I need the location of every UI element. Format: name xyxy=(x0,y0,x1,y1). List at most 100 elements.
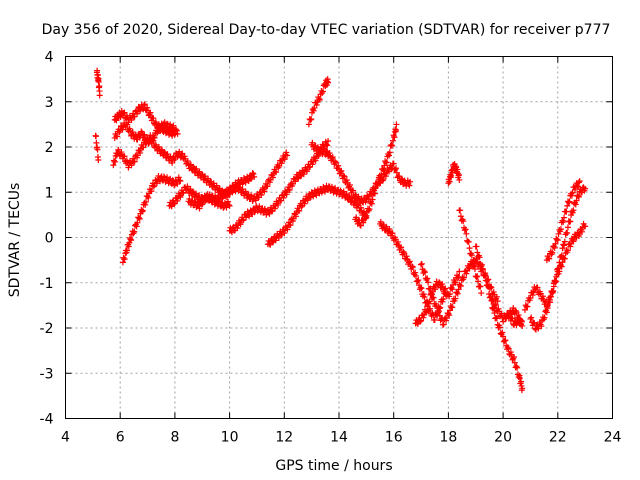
data-point xyxy=(398,175,405,182)
data-point xyxy=(284,226,291,233)
data-point xyxy=(143,136,150,143)
data-point xyxy=(570,238,577,245)
data-point xyxy=(452,295,459,302)
data-point xyxy=(305,121,312,128)
data-point xyxy=(446,178,453,185)
data-point xyxy=(498,310,505,317)
data-point xyxy=(406,182,413,189)
data-point xyxy=(350,187,357,194)
data-point xyxy=(567,218,574,225)
data-point xyxy=(475,278,482,285)
data-point xyxy=(176,192,183,199)
data-point xyxy=(442,285,449,292)
data-point xyxy=(454,275,461,282)
data-point xyxy=(377,218,384,225)
data-point xyxy=(515,312,522,319)
data-point xyxy=(470,262,477,269)
data-point xyxy=(524,303,531,310)
x-axis-label: GPS time / hours xyxy=(275,458,392,474)
data-point xyxy=(386,168,393,175)
data-point xyxy=(566,198,573,205)
data-point xyxy=(521,306,528,313)
data-point xyxy=(550,287,557,294)
data-point xyxy=(323,148,330,155)
data-point xyxy=(92,133,99,140)
data-point xyxy=(316,96,323,103)
data-point xyxy=(474,273,481,280)
data-point xyxy=(516,375,523,382)
data-point xyxy=(436,279,443,286)
data-point xyxy=(389,230,396,237)
data-point xyxy=(310,107,317,114)
data-point xyxy=(400,248,407,255)
data-point xyxy=(360,219,367,226)
data-point xyxy=(383,159,390,166)
data-point xyxy=(213,182,220,189)
data-point xyxy=(137,149,144,156)
data-point xyxy=(171,200,178,207)
data-point xyxy=(421,268,428,275)
data-point xyxy=(479,265,486,272)
data-point xyxy=(386,149,393,156)
data-point xyxy=(567,243,574,250)
data-point xyxy=(252,197,259,204)
data-point xyxy=(343,191,350,198)
data-point xyxy=(393,169,400,176)
data-point xyxy=(478,290,485,297)
data-point xyxy=(337,169,344,176)
data-point xyxy=(486,294,493,301)
data-point xyxy=(170,122,177,129)
data-point xyxy=(266,240,273,247)
data-point xyxy=(377,174,384,181)
data-point xyxy=(489,296,496,303)
data-point xyxy=(465,264,472,271)
data-point xyxy=(412,269,419,276)
data-point xyxy=(476,254,483,261)
data-point xyxy=(499,329,506,336)
x-tick-label: 16 xyxy=(385,430,403,446)
data-point xyxy=(340,188,347,195)
data-point xyxy=(131,228,138,235)
data-point xyxy=(414,278,421,285)
data-point xyxy=(463,270,470,277)
data-point xyxy=(124,247,131,254)
data-point xyxy=(561,238,568,245)
data-point xyxy=(574,183,581,190)
x-tick-label: 14 xyxy=(330,430,348,446)
data-point xyxy=(465,238,472,245)
data-point xyxy=(271,205,278,212)
data-point xyxy=(250,171,257,178)
data-point xyxy=(112,158,119,165)
data-point xyxy=(449,286,456,293)
data-point xyxy=(457,282,464,289)
data-point xyxy=(160,173,167,180)
data-point xyxy=(353,214,360,221)
data-point xyxy=(242,188,249,195)
data-point xyxy=(171,128,178,135)
data-point xyxy=(575,183,582,190)
data-point xyxy=(412,273,419,280)
data-point xyxy=(375,180,382,187)
data-point xyxy=(436,308,443,315)
data-point xyxy=(451,278,458,285)
data-point xyxy=(415,277,422,284)
data-point xyxy=(437,304,444,311)
data-point xyxy=(454,290,461,297)
data-point xyxy=(420,314,427,321)
data-point xyxy=(504,344,511,351)
data-point xyxy=(493,315,500,322)
data-point xyxy=(124,121,131,128)
data-point xyxy=(573,197,580,204)
data-point xyxy=(323,141,330,148)
data-point xyxy=(439,281,446,288)
data-point xyxy=(121,256,128,263)
data-point xyxy=(534,284,541,291)
data-point xyxy=(294,174,301,181)
data-point xyxy=(502,337,509,344)
data-point xyxy=(94,146,101,153)
data-point xyxy=(269,239,276,246)
data-point xyxy=(406,258,413,265)
data-point xyxy=(225,198,232,205)
data-point xyxy=(482,277,489,284)
data-point xyxy=(575,193,582,200)
